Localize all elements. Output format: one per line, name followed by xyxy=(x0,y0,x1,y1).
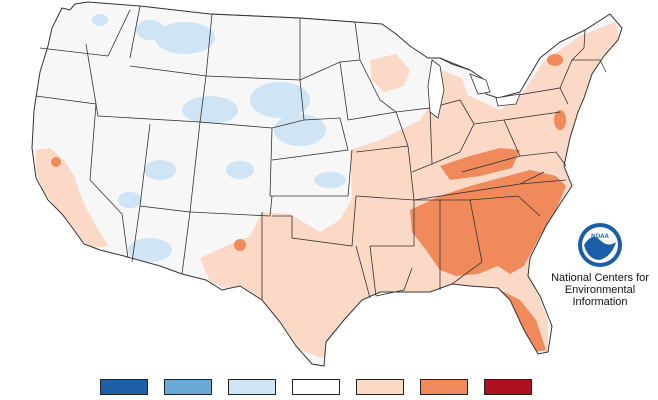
warm-light-regions xyxy=(36,22,620,360)
legend xyxy=(100,379,532,397)
agency-block: NOAA National Centers for Environmental … xyxy=(548,222,652,308)
state-borders xyxy=(31,1,623,367)
legend-swatch-much-below xyxy=(100,379,148,395)
legend-swatch-much-above xyxy=(484,379,532,395)
noaa-logo-text: NOAA xyxy=(591,234,609,240)
legend-swatch-below xyxy=(164,379,212,395)
noaa-logo-icon: NOAA xyxy=(578,223,622,267)
great-lakes xyxy=(427,59,521,119)
legend-swatch-slightly-above xyxy=(356,379,404,395)
legend-swatch-above xyxy=(420,379,468,395)
cool-light-regions xyxy=(92,14,346,262)
agency-name: National Centers for Environmental Infor… xyxy=(551,272,649,308)
legend-swatch-slightly-below xyxy=(228,379,276,395)
legend-swatch-near-normal xyxy=(292,379,340,395)
